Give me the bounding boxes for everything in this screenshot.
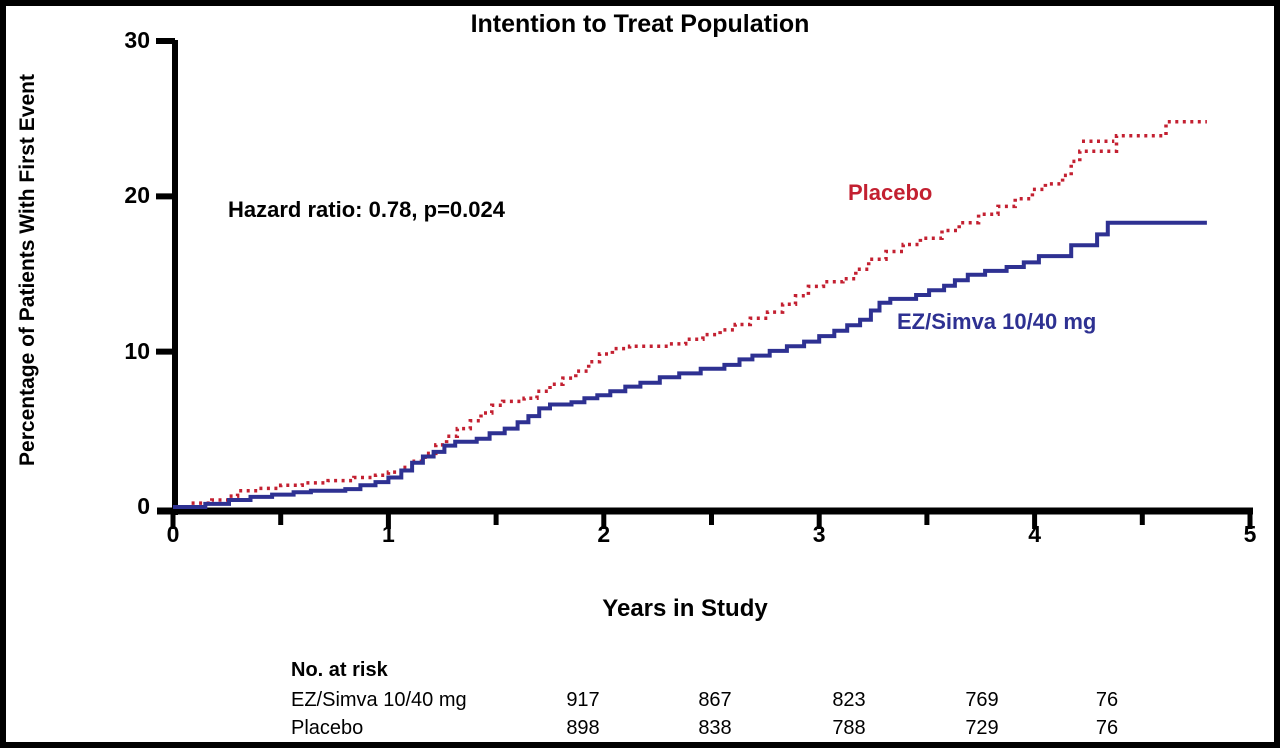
y-tick-label: 10 [124, 337, 150, 364]
x-tick-label: 5 [1243, 521, 1257, 547]
series-curve-placebo [173, 120, 1207, 509]
risk-count: 788 [832, 717, 866, 739]
series-curve-ezsimva [173, 220, 1207, 509]
risk-row-label: EZ/Simva 10/40 mg [291, 689, 467, 711]
risk-count: 838 [698, 717, 732, 739]
placebo-series-label: Placebo [848, 180, 933, 205]
risk-row-label: Placebo [291, 717, 364, 739]
y-tick-label: 30 [124, 27, 150, 53]
risk-count: 867 [698, 689, 732, 711]
ezsimva-series-label: EZ/Simva 10/40 mg [897, 309, 1097, 334]
x-tick-label: 3 [812, 521, 826, 547]
risk-count: 917 [566, 689, 600, 711]
chart-title: Intention to Treat Population [470, 10, 810, 38]
risk-table-header: No. at risk [291, 659, 388, 681]
risk-count: 729 [965, 717, 999, 739]
y-axis-label: Percentage of Patients With First Event [16, 74, 39, 466]
x-tick-label: 4 [1028, 521, 1041, 547]
hazard-ratio-annotation: Hazard ratio: 0.78, p=0.024 [228, 197, 505, 222]
risk-count: 769 [965, 689, 999, 711]
y-tick-label: 20 [124, 182, 150, 209]
x-axis-label: Years in Study [602, 595, 768, 622]
risk-count: 823 [832, 689, 866, 711]
y-tick-label: 0 [137, 493, 150, 519]
x-tick-label: 0 [166, 521, 180, 547]
risk-count: 898 [566, 717, 600, 739]
x-tick-label: 1 [381, 521, 395, 547]
risk-count: 76 [1095, 717, 1119, 739]
risk-count: 76 [1095, 689, 1119, 711]
x-tick-label: 2 [597, 521, 611, 547]
